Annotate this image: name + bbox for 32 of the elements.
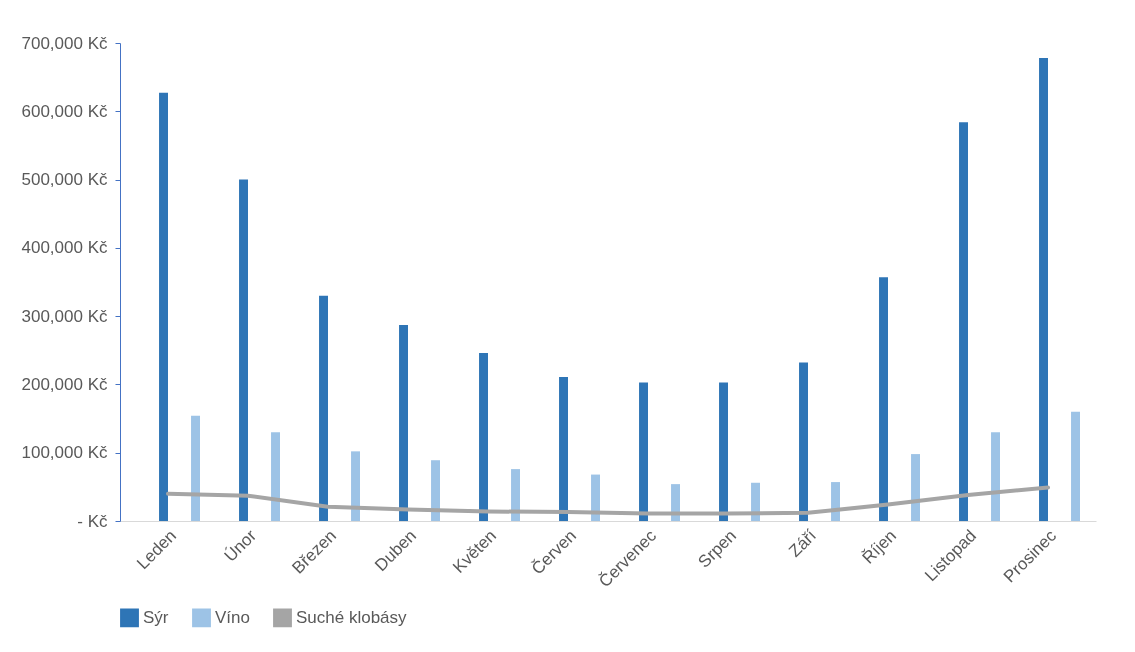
legend-label: Sýr (143, 607, 169, 627)
legend-label: Suché klobásy (296, 607, 408, 627)
bar (991, 432, 1000, 521)
bar (431, 460, 440, 521)
bar (799, 362, 808, 521)
line-series (166, 485, 1050, 516)
bar (1071, 411, 1080, 521)
bar (271, 432, 280, 521)
bar (159, 92, 168, 521)
bar (639, 382, 648, 521)
y-tick-label: 600,000 Kč (21, 101, 108, 121)
y-tick-label: 700,000 Kč (21, 33, 108, 53)
y-tick-label: 400,000 Kč (21, 238, 108, 258)
bar (319, 295, 328, 521)
y-tick-label: - Kč (77, 511, 108, 531)
bar (399, 325, 408, 521)
bar (719, 382, 728, 521)
bar (959, 122, 968, 521)
bar (511, 469, 520, 521)
y-tick-label: 100,000 Kč (21, 443, 108, 463)
bar (879, 277, 888, 521)
y-tick-label: 200,000 Kč (21, 374, 108, 394)
bar (479, 353, 488, 521)
bar (1039, 58, 1048, 521)
y-tick-label: 300,000 Kč (21, 306, 108, 326)
bar (239, 179, 248, 521)
bar (351, 451, 360, 521)
legend-label: Víno (215, 607, 250, 627)
bar (191, 415, 200, 521)
bar (911, 454, 920, 521)
y-tick-label: 500,000 Kč (21, 170, 108, 190)
bar (559, 376, 568, 521)
